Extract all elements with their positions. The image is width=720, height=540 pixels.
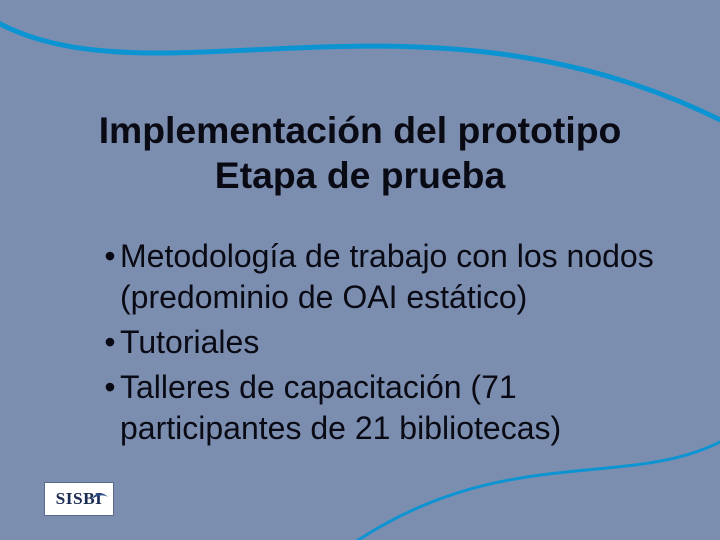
sisbi-logo: SISBI bbox=[44, 482, 114, 516]
list-item: • Metodología de trabajo con los nodos (… bbox=[100, 236, 660, 318]
title-line-1: Implementación del prototipo bbox=[0, 108, 720, 153]
slide-title: Implementación del prototipo Etapa de pr… bbox=[0, 108, 720, 198]
title-line-2: Etapa de prueba bbox=[0, 153, 720, 198]
bullet-dot-icon: • bbox=[100, 322, 120, 363]
bullet-dot-icon: • bbox=[100, 236, 120, 277]
bullet-text: Talleres de capacitación (71 participant… bbox=[120, 367, 660, 449]
bullet-text: Metodología de trabajo con los nodos (pr… bbox=[120, 236, 660, 318]
logo-accent-icon bbox=[91, 489, 109, 503]
bullet-text: Tutoriales bbox=[120, 322, 660, 363]
slide: Implementación del prototipo Etapa de pr… bbox=[0, 0, 720, 540]
list-item: • Tutoriales bbox=[100, 322, 660, 363]
bullet-dot-icon: • bbox=[100, 367, 120, 408]
list-item: • Talleres de capacitación (71 participa… bbox=[100, 367, 660, 449]
bullet-list: • Metodología de trabajo con los nodos (… bbox=[100, 236, 660, 453]
